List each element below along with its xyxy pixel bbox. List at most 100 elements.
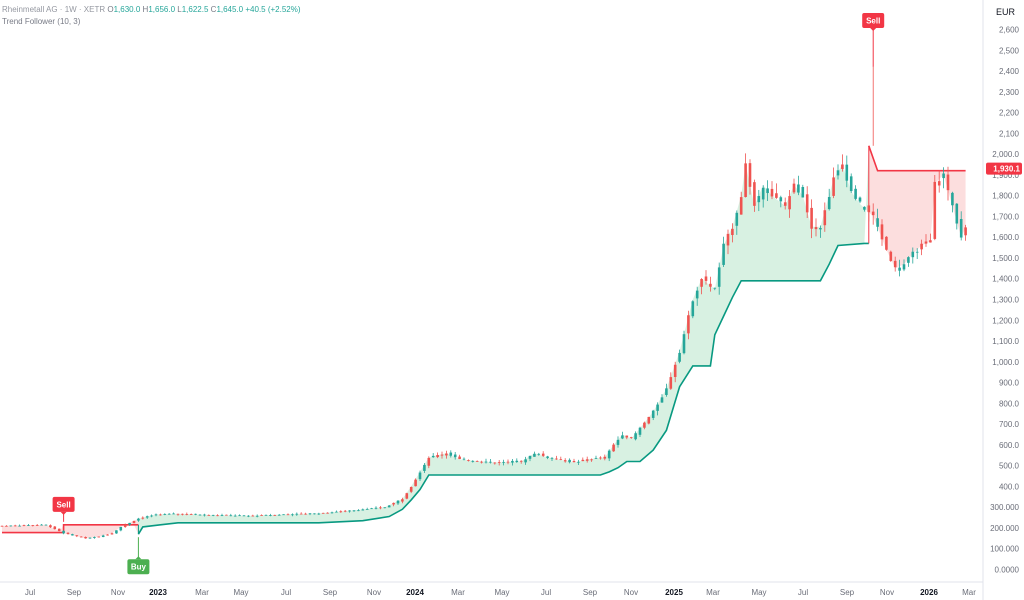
candle xyxy=(405,492,409,500)
signal-badge xyxy=(127,559,150,575)
candle xyxy=(18,524,21,527)
price-axis[interactable]: 0.0000 100.000 200.000 300.000 400.0 500.0 600… xyxy=(982,0,1024,600)
candle-layer xyxy=(0,66,967,539)
candle-body xyxy=(735,212,739,226)
trend-line-up-1 xyxy=(137,242,869,535)
candle xyxy=(616,436,620,448)
candle xyxy=(313,513,316,515)
candle xyxy=(247,515,250,518)
candle xyxy=(110,532,114,535)
candle xyxy=(335,510,338,513)
candle-body xyxy=(110,533,114,535)
candle-body xyxy=(678,352,681,362)
candle-body xyxy=(484,461,488,463)
candle-body xyxy=(282,514,285,516)
candle xyxy=(396,499,400,506)
candle xyxy=(62,530,65,535)
time-tick-label: 2024 xyxy=(406,588,424,597)
candle xyxy=(141,516,145,520)
candle-body xyxy=(365,509,369,510)
candle xyxy=(797,175,800,196)
currency-label[interactable]: EUR xyxy=(996,7,1016,17)
candle-body xyxy=(458,456,461,460)
candle xyxy=(392,502,395,507)
candle-body xyxy=(383,507,387,509)
candle-body xyxy=(858,197,862,202)
candle-body xyxy=(572,460,576,463)
candle xyxy=(423,462,426,473)
candle-body xyxy=(920,243,923,250)
candle-body xyxy=(203,514,206,516)
candle-body xyxy=(185,513,189,515)
candle-body xyxy=(49,525,52,528)
signal-badge xyxy=(862,13,885,28)
symbol-label[interactable]: Rheinmetall AG · 1W · XETR xyxy=(2,5,106,14)
candle-body xyxy=(75,535,79,537)
candle-body xyxy=(62,530,65,534)
candle xyxy=(537,452,541,456)
candle-body xyxy=(480,461,483,463)
candle xyxy=(445,450,448,459)
candle xyxy=(533,451,536,457)
candle xyxy=(238,514,241,517)
candle-body xyxy=(546,456,549,458)
candle-body xyxy=(907,257,910,263)
candle-body xyxy=(13,525,17,527)
time-axis[interactable]: Jul Sep Nov 2023 Mar May Jul Sep Nov 2024 Mar May Ju… xyxy=(0,581,983,597)
candle xyxy=(726,229,730,255)
candle xyxy=(409,486,413,494)
candle-body xyxy=(326,512,329,514)
candle xyxy=(924,234,928,247)
candle-body xyxy=(568,459,571,463)
candle-body xyxy=(308,513,312,515)
candle-body xyxy=(233,515,237,517)
candle xyxy=(915,248,919,259)
price-tick-label: 200.000 xyxy=(990,524,1019,533)
candle xyxy=(343,509,347,513)
candle xyxy=(735,210,739,235)
candle xyxy=(374,506,378,510)
candle-body xyxy=(313,513,316,515)
candle xyxy=(577,459,580,465)
candle-body xyxy=(744,163,747,198)
candle xyxy=(519,460,523,464)
candle xyxy=(22,524,26,527)
candle-body xyxy=(581,459,585,462)
candle-body xyxy=(119,526,123,531)
candle-body xyxy=(277,514,281,516)
candle-body xyxy=(889,251,893,261)
candle xyxy=(66,532,70,535)
candle xyxy=(827,188,831,211)
candle-body xyxy=(154,514,158,516)
candle xyxy=(673,361,677,383)
candle-body xyxy=(823,210,827,226)
candle xyxy=(414,478,417,487)
candle-body xyxy=(651,410,655,418)
price-tick-label: 1,300.0 xyxy=(992,296,1019,305)
candle-body xyxy=(238,515,241,517)
candle-body xyxy=(863,206,866,210)
candle-body xyxy=(788,196,791,210)
candle xyxy=(849,173,853,193)
candle-body xyxy=(291,514,294,516)
candle-body xyxy=(436,454,439,458)
candle-body xyxy=(515,460,519,463)
candle-body xyxy=(225,514,228,516)
candle xyxy=(607,449,611,462)
candle-body xyxy=(933,181,937,239)
candle xyxy=(211,514,215,517)
candle xyxy=(898,259,901,277)
candle xyxy=(937,170,941,193)
candle xyxy=(308,513,312,516)
candle-body xyxy=(71,534,74,536)
candle xyxy=(511,459,514,466)
candle xyxy=(528,455,532,462)
candle xyxy=(722,236,725,268)
candle xyxy=(286,513,290,516)
time-tick-label: Mar xyxy=(195,588,209,597)
indicator-label[interactable]: Trend Follower (10, 3) xyxy=(2,17,81,26)
candle xyxy=(181,513,184,516)
candle xyxy=(106,534,109,536)
candle xyxy=(788,189,791,218)
